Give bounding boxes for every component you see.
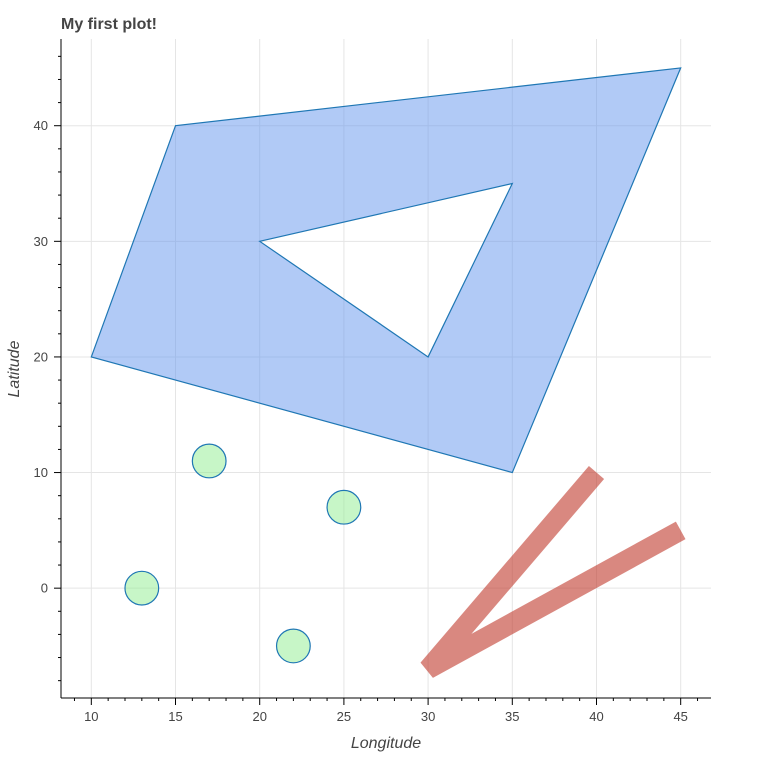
y-axis-ticks: 0 10 20 30 40 (34, 55, 61, 682)
x-axis-ticks: 10 15 20 25 30 35 40 45 (73, 698, 699, 724)
circle-point (275, 628, 311, 664)
polygon-with-hole (90, 67, 682, 474)
y-axis-label: Latitude (6, 340, 23, 397)
x-tick-label: 45 (673, 709, 687, 724)
x-tick-label: 30 (421, 709, 435, 724)
plot-title: My first plot! (61, 16, 157, 33)
y-tick-label: 0 (41, 581, 48, 596)
y-tick-label: 20 (34, 349, 48, 364)
circle-point (326, 489, 362, 525)
x-tick-label: 25 (337, 709, 351, 724)
lines-layer (420, 466, 686, 678)
circle-point (191, 443, 227, 479)
line-series (420, 466, 686, 678)
x-tick-label: 15 (168, 709, 182, 724)
polygon-layer (90, 67, 682, 474)
x-tick-label: 10 (84, 709, 98, 724)
x-tick-label: 20 (252, 709, 266, 724)
x-tick-label: 40 (589, 709, 603, 724)
x-axis-label: Longitude (351, 735, 421, 752)
y-tick-label: 40 (34, 118, 48, 133)
circle-point (124, 570, 160, 606)
y-tick-label: 10 (34, 465, 48, 480)
y-tick-label: 30 (34, 234, 48, 249)
circles-layer (124, 443, 362, 664)
x-tick-label: 35 (505, 709, 519, 724)
